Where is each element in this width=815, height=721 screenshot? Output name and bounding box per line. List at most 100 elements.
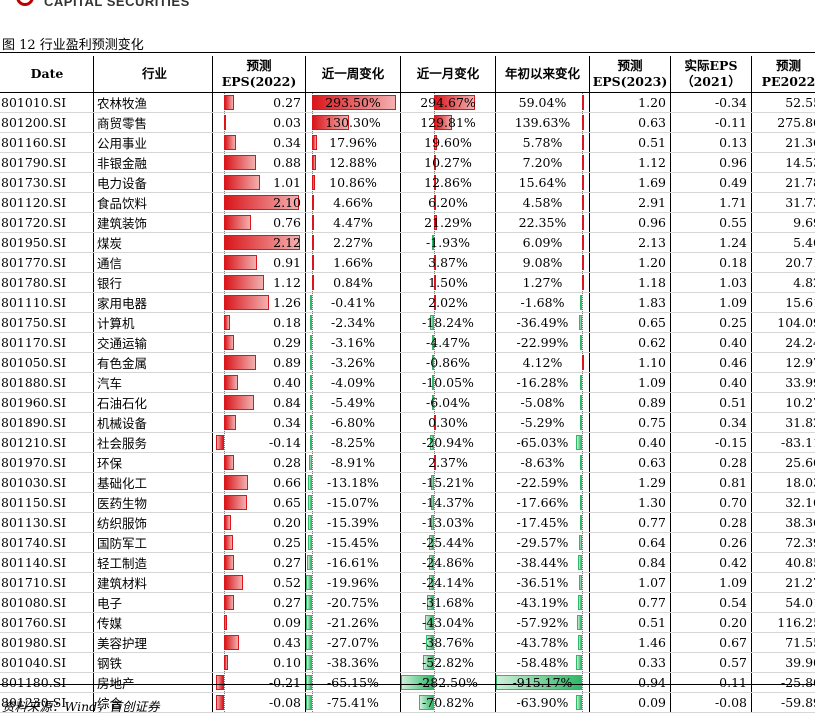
cell-actual-eps: 0.67	[670, 632, 752, 653]
cell-ytd-change-value: 9.08%	[522, 255, 563, 270]
cell-month-change: -1.93%	[400, 232, 496, 253]
cell-month-change: -14.37%	[400, 492, 496, 513]
cell-eps2022-value: 0.34	[273, 135, 301, 150]
cell-actual-eps-value: 0.81	[719, 475, 747, 490]
header-month-change: 近一月变化	[400, 56, 496, 93]
cell-pe2022: 40.85	[751, 552, 815, 573]
cell-date: 801730.SI	[0, 172, 94, 193]
cell-ytd-change: -1.68%	[495, 292, 590, 313]
cell-month-change-bar	[428, 555, 434, 570]
cell-actual-eps-value: 1.03	[719, 275, 747, 290]
cell-eps2023: 0.77	[589, 592, 671, 613]
cell-month-change-value: -70.82%	[422, 695, 474, 710]
cell-eps2023-value: 0.09	[638, 695, 666, 710]
cell-week-change: -5.49%	[305, 392, 401, 413]
cell-pe2022-value: 25.66	[785, 455, 815, 470]
cell-week-change: -3.26%	[305, 352, 401, 373]
cell-date: 801140.SI	[0, 552, 94, 573]
cell-actual-eps: -0.08	[670, 692, 752, 713]
cell-pe2022: 10.27	[751, 392, 815, 413]
cell-month-change: -15.21%	[400, 472, 496, 493]
cell-pe2022: 38.36	[751, 512, 815, 533]
cell-eps2022: 1.26	[212, 292, 306, 313]
zero-axis-line	[582, 493, 583, 512]
cell-week-change-value: -20.75%	[327, 595, 379, 610]
cell-eps2022-value: 0.27	[273, 555, 301, 570]
cell-week-change-bar	[312, 95, 397, 110]
cell-eps2023: 2.91	[589, 192, 671, 213]
cell-actual-eps-value: 1.24	[719, 235, 747, 250]
cell-week-change-value: -19.96%	[327, 575, 379, 590]
table-row: 801030.SI 基础化工 0.66 -13.18% -15.21% -22.59% 1.…	[0, 472, 815, 493]
header-eps2023: 预测 EPS(2023)	[589, 56, 671, 93]
cell-pe2022-value: 116.25	[777, 615, 815, 630]
cell-actual-eps: 0.25	[670, 312, 752, 333]
cell-ytd-change-bar	[582, 195, 584, 210]
cell-week-change-bar	[310, 375, 312, 390]
cell-eps2022-bar	[224, 95, 234, 110]
cell-ytd-change: 4.12%	[495, 352, 590, 373]
cell-month-change-bar	[424, 615, 434, 630]
cell-actual-eps: 1.24	[670, 232, 752, 253]
cell-week-change-value: -8.25%	[331, 435, 375, 450]
cell-week-change-value: 2.27%	[333, 235, 373, 250]
cell-eps2022-bar	[224, 255, 257, 270]
cell-week-change: 130.30%	[305, 112, 401, 133]
cell-month-change-value: 6.20%	[428, 195, 468, 210]
cell-week-change-bar	[306, 695, 312, 710]
cell-month-change-value: 1.50%	[428, 275, 468, 290]
zero-axis-line	[582, 373, 583, 392]
zero-axis-line	[312, 573, 313, 592]
cell-date-text: 801780.SI	[1, 275, 67, 290]
zero-axis-line	[312, 293, 313, 312]
cell-week-change-bar	[312, 195, 314, 210]
cell-week-change-bar	[306, 595, 312, 610]
cell-week-change-value: -75.41%	[327, 695, 379, 710]
cell-ytd-change-bar	[578, 555, 582, 570]
cell-week-change-bar	[309, 455, 312, 470]
zero-axis-line	[582, 433, 583, 452]
zero-axis-line	[312, 673, 313, 692]
cell-month-change-value: 12.86%	[424, 175, 472, 190]
cell-month-change-bar	[434, 415, 436, 430]
cell-eps2023: 0.77	[589, 512, 671, 533]
cell-month-change-value: -20.94%	[422, 435, 474, 450]
zero-axis-line	[312, 353, 313, 372]
cell-actual-eps: 0.28	[670, 512, 752, 533]
cell-industry-text: 公用事业	[97, 136, 148, 151]
zero-axis-line	[434, 493, 435, 512]
zero-axis-line	[312, 453, 313, 472]
table-row: 801740.SI 国防军工 0.25 -15.45% -25.44% -29.57% 0.…	[0, 532, 815, 553]
cell-date: 801890.SI	[0, 412, 94, 433]
zero-axis-line	[582, 393, 583, 412]
cell-pe2022: 275.80	[751, 112, 815, 133]
cell-pe2022-value: 52.55	[785, 95, 815, 110]
table-row: 801120.SI 食品饮料 2.10 4.66% 6.20% 4.58% 2.91 1.71…	[0, 192, 815, 213]
cell-eps2023-value: 0.51	[638, 135, 666, 150]
cell-eps2023: 0.51	[589, 132, 671, 153]
cell-date: 801160.SI	[0, 132, 94, 153]
cell-eps2023: 0.89	[589, 392, 671, 413]
zero-axis-line	[312, 333, 313, 352]
cell-industry: 计算机	[93, 312, 213, 333]
cell-pe2022-value: -83.11	[780, 435, 815, 450]
cell-industry: 有色金属	[93, 352, 213, 373]
zero-axis-line	[312, 593, 313, 612]
cell-week-change-value: -15.07%	[327, 495, 379, 510]
cell-eps2023: 2.13	[589, 232, 671, 253]
zero-axis-line	[582, 313, 583, 332]
cell-pe2022: 21.78	[751, 172, 815, 193]
cell-week-change-bar	[310, 335, 312, 350]
cell-week-change-value: -5.49%	[331, 395, 375, 410]
cell-week-change: 4.47%	[305, 212, 401, 233]
cell-pe2022: 39.90	[751, 652, 815, 673]
cell-eps2022-bar	[224, 155, 256, 170]
cell-eps2022-value: 0.28	[273, 455, 301, 470]
cell-pe2022-value: 39.90	[785, 655, 815, 670]
cell-month-change-bar	[422, 655, 434, 670]
cell-date-text: 801030.SI	[1, 475, 67, 490]
cell-pe2022: 72.39	[751, 532, 815, 553]
cell-month-change-value: 10.27%	[424, 155, 472, 170]
cell-date-text: 801710.SI	[1, 575, 67, 590]
cell-eps2023-value: 1.69	[638, 175, 666, 190]
